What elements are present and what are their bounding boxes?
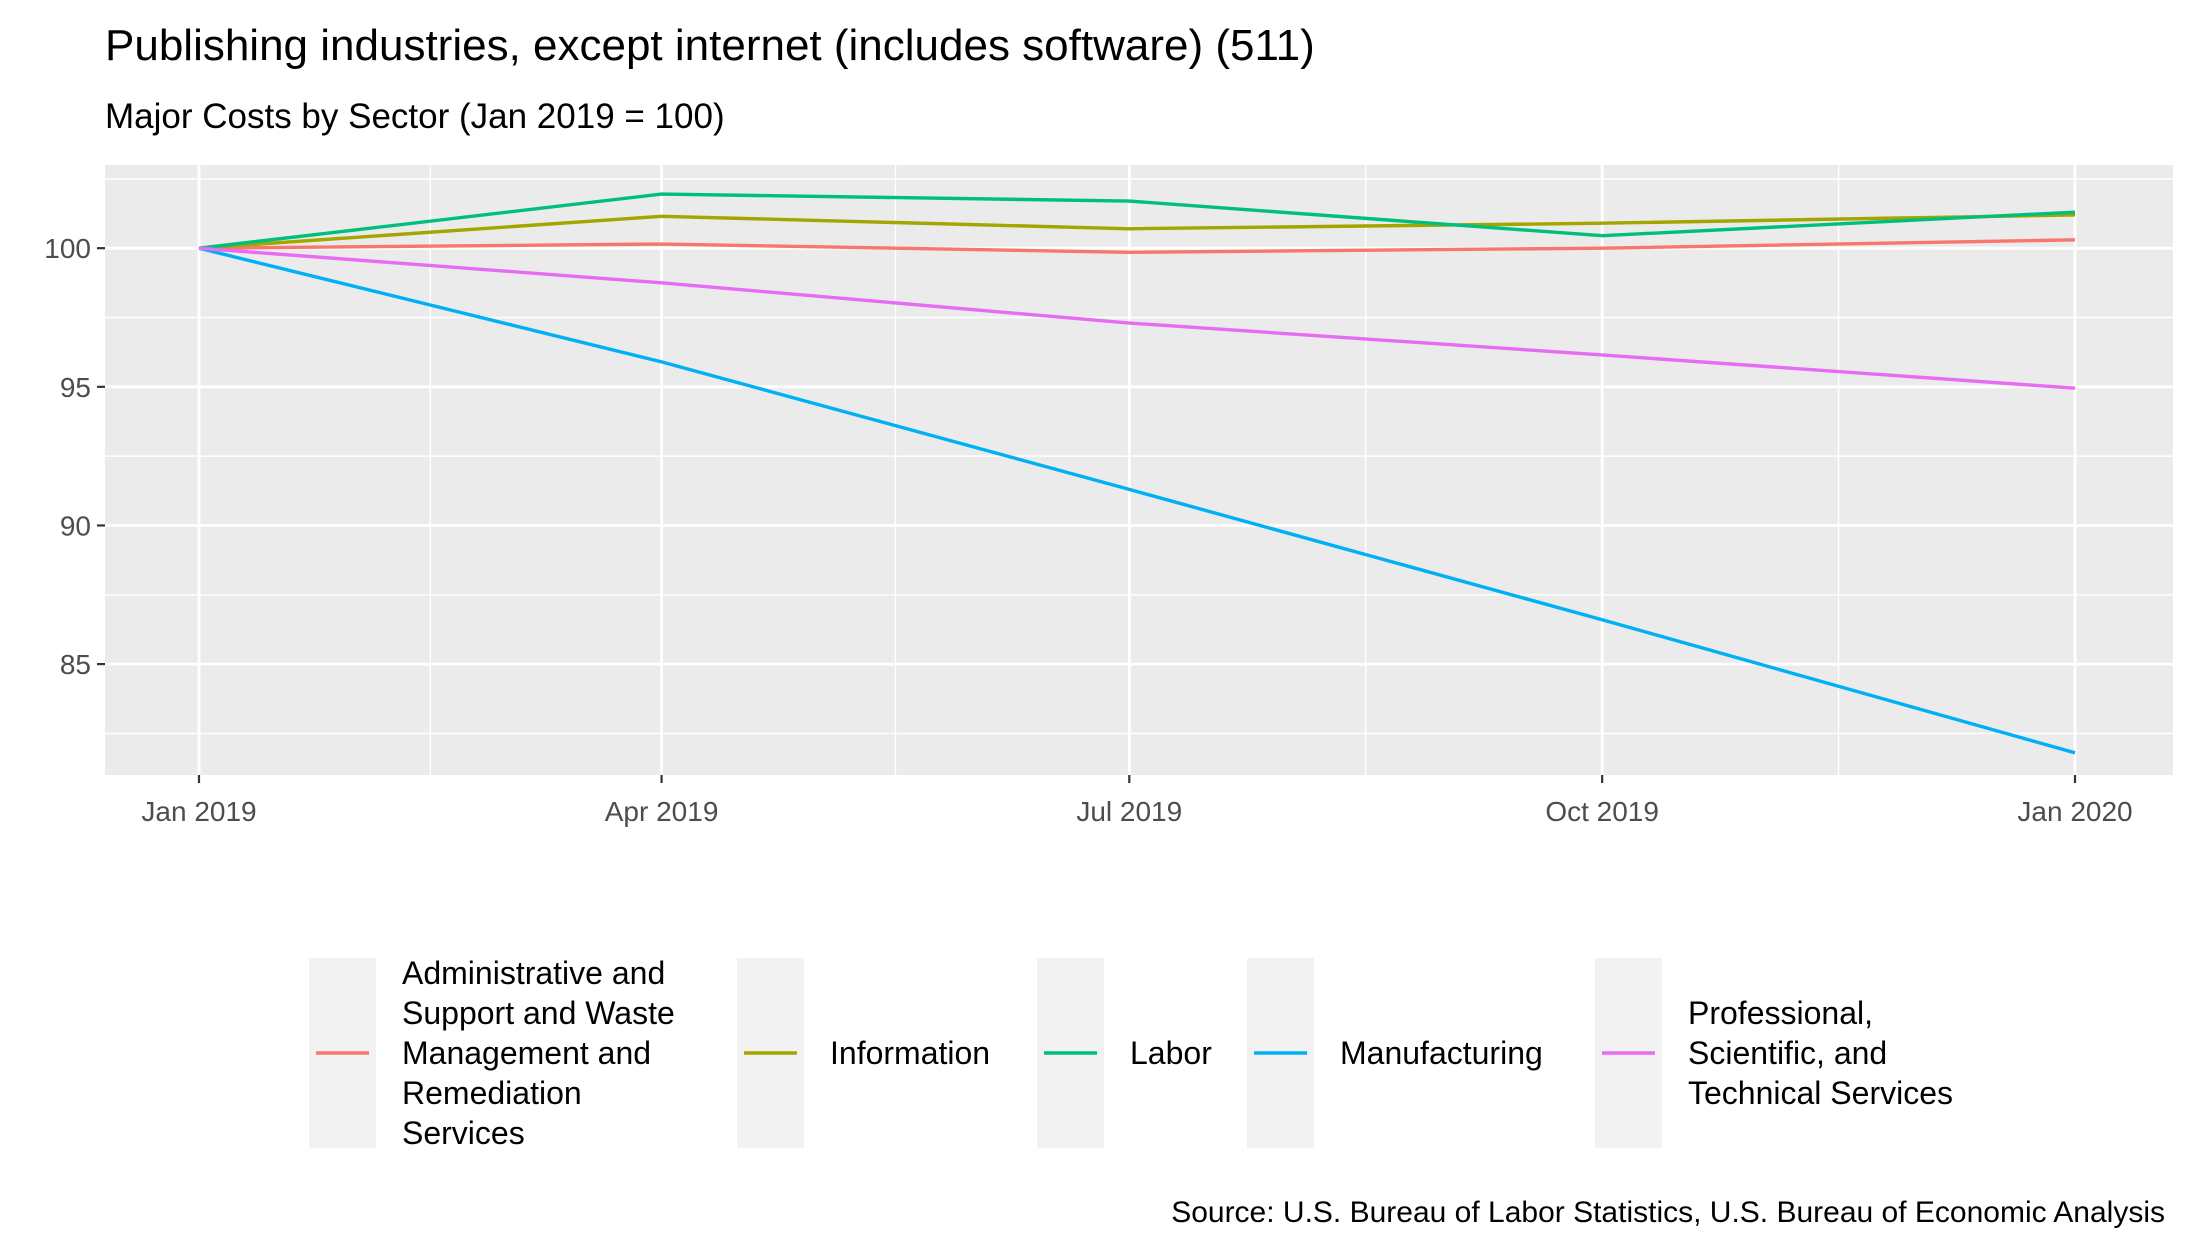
legend-label: Administrative and: [402, 955, 665, 991]
chart-subtitle: Major Costs by Sector (Jan 2019 = 100): [105, 97, 725, 136]
legend-label: Manufacturing: [1340, 1035, 1543, 1071]
legend-label: Information: [830, 1035, 990, 1071]
legend-label: Support and Waste: [402, 995, 675, 1031]
x-tick-label: Jan 2020: [2017, 796, 2132, 827]
legend-label: Technical Services: [1688, 1075, 1953, 1111]
series-line-1: [198, 213, 2076, 250]
legend-label: Management and: [402, 1035, 651, 1071]
legend-label: Professional,: [1688, 995, 1873, 1031]
y-tick-label: 90: [60, 510, 91, 541]
legend-label: Scientific, and: [1688, 1035, 1887, 1071]
x-tick-label: Apr 2019: [605, 796, 719, 827]
chart-title: Publishing industries, except internet (…: [105, 21, 1315, 70]
x-tick-label: Jul 2019: [1076, 796, 1182, 827]
y-tick-label: 85: [60, 649, 91, 680]
legend: Administrative and Support and Waste Manag…: [309, 955, 1953, 1151]
chart-caption: Source: U.S. Bureau of Labor Statistics,…: [1171, 1196, 2165, 1229]
y-tick-label: 95: [60, 372, 91, 403]
legend-label: Services: [402, 1115, 525, 1151]
plot-panel: [105, 165, 2173, 775]
series-lines: [198, 192, 2076, 755]
series-line-4: [198, 246, 2076, 390]
x-tick-label: Jan 2019: [141, 796, 256, 827]
legend-label: Remediation: [402, 1075, 582, 1111]
y-tick-label: 100: [44, 233, 91, 264]
x-tick-label: Oct 2019: [1545, 796, 1659, 827]
series-line-2: [198, 192, 2076, 250]
legend-label: Labor: [1130, 1035, 1212, 1071]
series-line-0: [198, 238, 2076, 255]
series-line-3: [198, 246, 2076, 755]
axes: 85 90 95 100 Jan 2019 Apr 2019 Jul 2019 Oct 201…: [44, 233, 2132, 827]
